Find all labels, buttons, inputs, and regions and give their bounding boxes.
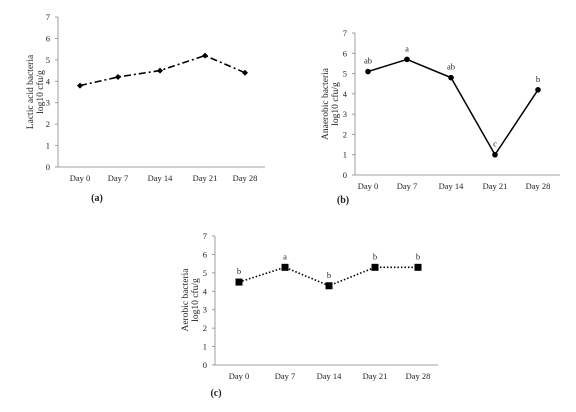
y-tick-label: 7	[343, 28, 347, 38]
x-tick-label: Day 28	[526, 181, 551, 191]
y-tick-label: 0	[343, 170, 347, 180]
y-tick-label: 2	[343, 129, 347, 139]
y-axis-title-line-1: Lactic acid bacteria	[26, 54, 36, 129]
significance-label: b	[373, 251, 377, 261]
x-tick-label: Day 21	[193, 173, 218, 183]
x-tick-label: Day 0	[70, 173, 91, 183]
y-tick-label: 4	[343, 89, 348, 99]
panel-label: (a)	[91, 193, 103, 204]
y-axis-title-line-2: log10 cfu/g	[35, 70, 46, 114]
y-tick-label: 2	[203, 323, 207, 333]
y-tick-label: 2	[46, 119, 50, 129]
y-axis-title: Anaerobic bacterialog10 cfu/g	[321, 67, 341, 140]
panel-label: (c)	[210, 388, 221, 399]
y-axis-title-line-1: Anaerobic bacteria	[321, 67, 331, 140]
y-tick-label: 3	[203, 305, 207, 315]
data-point	[157, 67, 163, 74]
y-tick-label: 5	[46, 55, 50, 65]
data-point	[115, 74, 121, 80]
y-tick-label: 3	[343, 109, 347, 119]
y-tick-label: 6	[46, 33, 50, 43]
y-tick-label: 7	[203, 231, 207, 241]
y-tick-label: 1	[203, 342, 207, 352]
significance-label: b	[536, 74, 540, 84]
data-point	[404, 56, 410, 63]
data-point	[202, 52, 208, 59]
x-tick-label: Day 7	[108, 173, 129, 183]
x-tick-label: Day 14	[148, 173, 174, 183]
significance-label: b	[237, 266, 241, 276]
x-tick-label: Day 0	[229, 371, 250, 381]
data-point	[448, 74, 454, 81]
significance-label: ab	[447, 62, 455, 72]
chart-panel-a: 0 1 2 3 4 5 6 7 Day 0 Day 7 Day 14 Day 21 Day 28 Lact…	[26, 12, 265, 204]
data-point	[535, 87, 541, 93]
data-point	[325, 282, 333, 290]
data-point	[492, 151, 498, 158]
data-point	[281, 263, 289, 271]
y-tick-label: 0	[46, 162, 50, 172]
y-axis-title: Lactic acid bacterialog10 cfu/g	[26, 54, 46, 129]
chart-panel-c: 0 1 2 3 4 5 6 7 Day 0 Day 7 Day 14 Day 21 Day 28 Aero…	[181, 231, 438, 399]
y-tick-label: 1	[46, 141, 50, 151]
y-tick-label: 3	[46, 98, 50, 108]
y-axis-title-line-1: Aerobic bacteria	[181, 268, 191, 332]
y-axis-title: Aerobic bacterialog10 cfu/g	[181, 268, 201, 332]
chart-panel-b: 0 1 2 3 4 5 6 7 Day 0 Day 7 Day 14 Day 21 Day 28 Anae…	[321, 28, 560, 206]
y-axis-title-line-2: log10 cfu/g	[190, 278, 201, 322]
significance-label: b	[327, 270, 331, 280]
significance-label: a	[283, 251, 287, 261]
x-tick-label: Day 0	[358, 181, 379, 191]
x-tick-label: Day 7	[397, 181, 418, 191]
significance-label: b	[416, 251, 420, 261]
x-tick-label: Day 28	[233, 173, 258, 183]
y-tick-label: 6	[203, 249, 207, 259]
series-line	[367, 58, 539, 157]
data-point	[235, 278, 243, 286]
y-tick-label: 5	[343, 69, 347, 79]
y-tick-label: 4	[203, 286, 208, 296]
x-tick-label: Day 21	[483, 181, 508, 191]
significance-label: a	[405, 43, 409, 53]
x-tick-label: Day 21	[363, 371, 388, 381]
data-point	[414, 263, 422, 271]
y-tick-label: 6	[343, 48, 347, 58]
data-point	[371, 263, 379, 271]
y-tick-label: 5	[203, 268, 207, 278]
data-point	[365, 68, 371, 75]
y-tick-label: 0	[203, 360, 207, 370]
y-tick-label: 1	[343, 150, 347, 160]
x-tick-label: Day 14	[439, 181, 465, 191]
y-tick-label: 4	[46, 76, 51, 86]
series-line	[238, 266, 418, 287]
x-tick-label: Day 7	[275, 371, 296, 381]
data-point	[242, 69, 248, 76]
significance-label: ab	[364, 56, 372, 66]
panel-label: (b)	[337, 195, 349, 206]
y-tick-label: 7	[46, 12, 50, 22]
x-tick-label: Day 14	[317, 371, 343, 381]
significance-label: c	[493, 139, 497, 149]
x-tick-label: Day 28	[406, 371, 431, 381]
data-point	[77, 82, 83, 89]
y-axis-title-line-2: log10 cfu/g	[330, 82, 341, 126]
